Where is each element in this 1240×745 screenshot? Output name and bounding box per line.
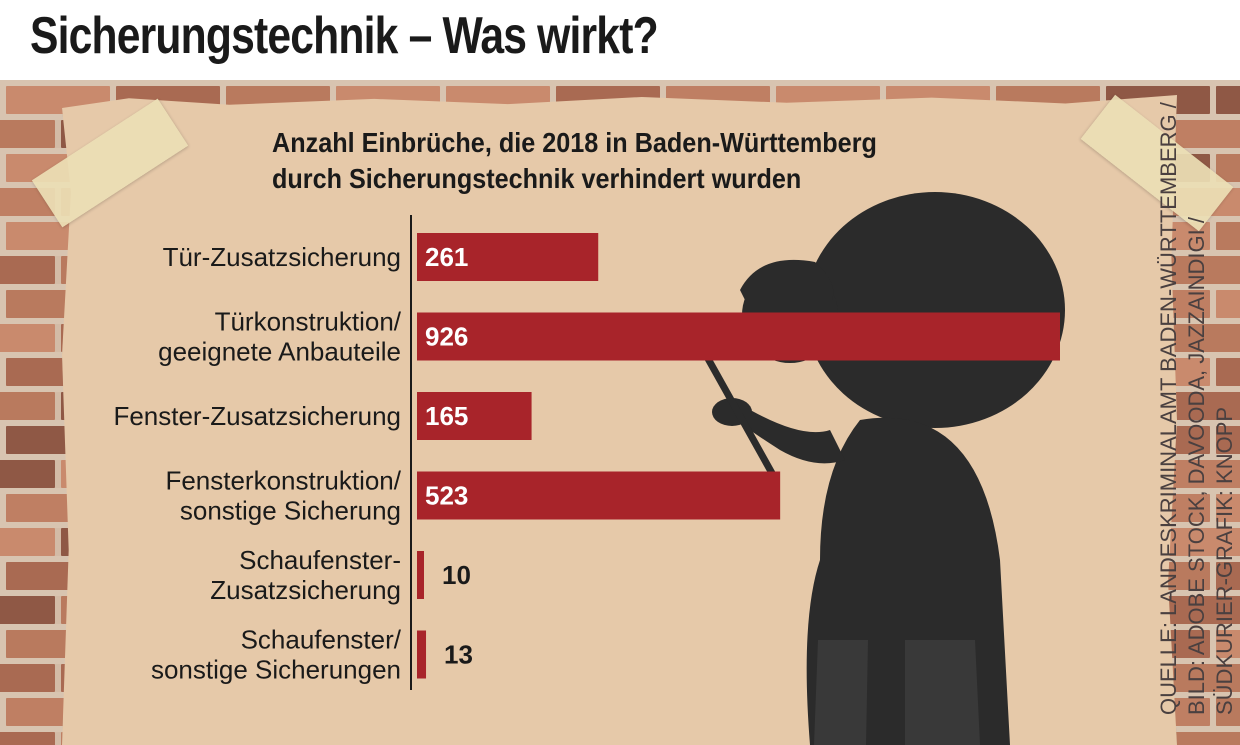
category-label: sonstige Sicherungen bbox=[151, 655, 401, 685]
bar bbox=[417, 471, 781, 520]
category-label: Schaufenster- bbox=[239, 545, 401, 575]
brick bbox=[1216, 494, 1240, 522]
brick bbox=[1216, 290, 1240, 318]
chart-title-line: Anzahl Einbrüche, die 2018 in Baden-Würt… bbox=[272, 127, 877, 158]
brick bbox=[1216, 562, 1240, 590]
brick bbox=[1216, 426, 1240, 454]
brick bbox=[1216, 222, 1240, 250]
brick bbox=[0, 392, 55, 420]
bar-value-label: 261 bbox=[425, 242, 468, 272]
brick bbox=[1161, 732, 1240, 745]
category-label: Tür-Zusatzsicherung bbox=[163, 242, 401, 272]
bar bbox=[417, 392, 532, 440]
bar-value-label: 10 bbox=[442, 560, 471, 590]
bar bbox=[417, 233, 599, 281]
bar-value-label: 523 bbox=[425, 481, 468, 511]
category-label: geeignete Anbauteile bbox=[158, 337, 401, 367]
category-label: Fensterkonstruktion/ bbox=[165, 466, 401, 496]
source-line: SÜDKURIER-GRAFIK: KNOPP bbox=[1212, 406, 1237, 715]
bar bbox=[417, 312, 1060, 361]
chart-title: Anzahl Einbrüche, die 2018 in Baden-Würt… bbox=[272, 125, 877, 197]
category-label: sonstige Sicherung bbox=[180, 496, 401, 526]
source-line: BILD: ADOBE STOCK, DAVOODA, JAZZAINDIGI … bbox=[1184, 217, 1209, 715]
brick bbox=[1161, 596, 1240, 624]
bar bbox=[417, 551, 424, 599]
category-label: Schaufenster/ bbox=[241, 625, 402, 655]
bar-value-label: 926 bbox=[425, 322, 468, 352]
brick bbox=[0, 256, 55, 284]
headline: Sicherungstechnik – Was wirkt? bbox=[30, 7, 659, 65]
brick bbox=[1161, 256, 1240, 284]
category-label: Türkonstruktion/ bbox=[215, 307, 402, 337]
brick bbox=[0, 460, 55, 488]
source-credit: QUELLE: LANDESKRIMINALAMT BADEN-WÜRTTEMB… bbox=[1155, 102, 1237, 716]
bar-value-label: 13 bbox=[444, 640, 473, 670]
brick bbox=[1216, 698, 1240, 726]
brick bbox=[0, 324, 55, 352]
brick bbox=[1216, 86, 1240, 114]
bar-value-label: 165 bbox=[425, 401, 468, 431]
brick bbox=[1161, 664, 1240, 692]
chart-title-line: durch Sicherungstechnik verhindert wurde… bbox=[272, 163, 802, 194]
brick bbox=[0, 528, 55, 556]
source-line: QUELLE: LANDESKRIMINALAMT BADEN-WÜRTTEMB… bbox=[1156, 102, 1181, 715]
brick bbox=[0, 120, 55, 148]
category-label: Zusatzsicherung bbox=[210, 575, 401, 605]
brick bbox=[1216, 358, 1240, 386]
brick bbox=[0, 732, 55, 745]
brick bbox=[1161, 528, 1240, 556]
brick bbox=[0, 664, 55, 692]
brick bbox=[0, 596, 55, 624]
brick bbox=[1216, 630, 1240, 658]
bar bbox=[417, 630, 427, 679]
category-label: Fenster-Zusatzsicherung bbox=[113, 401, 401, 431]
